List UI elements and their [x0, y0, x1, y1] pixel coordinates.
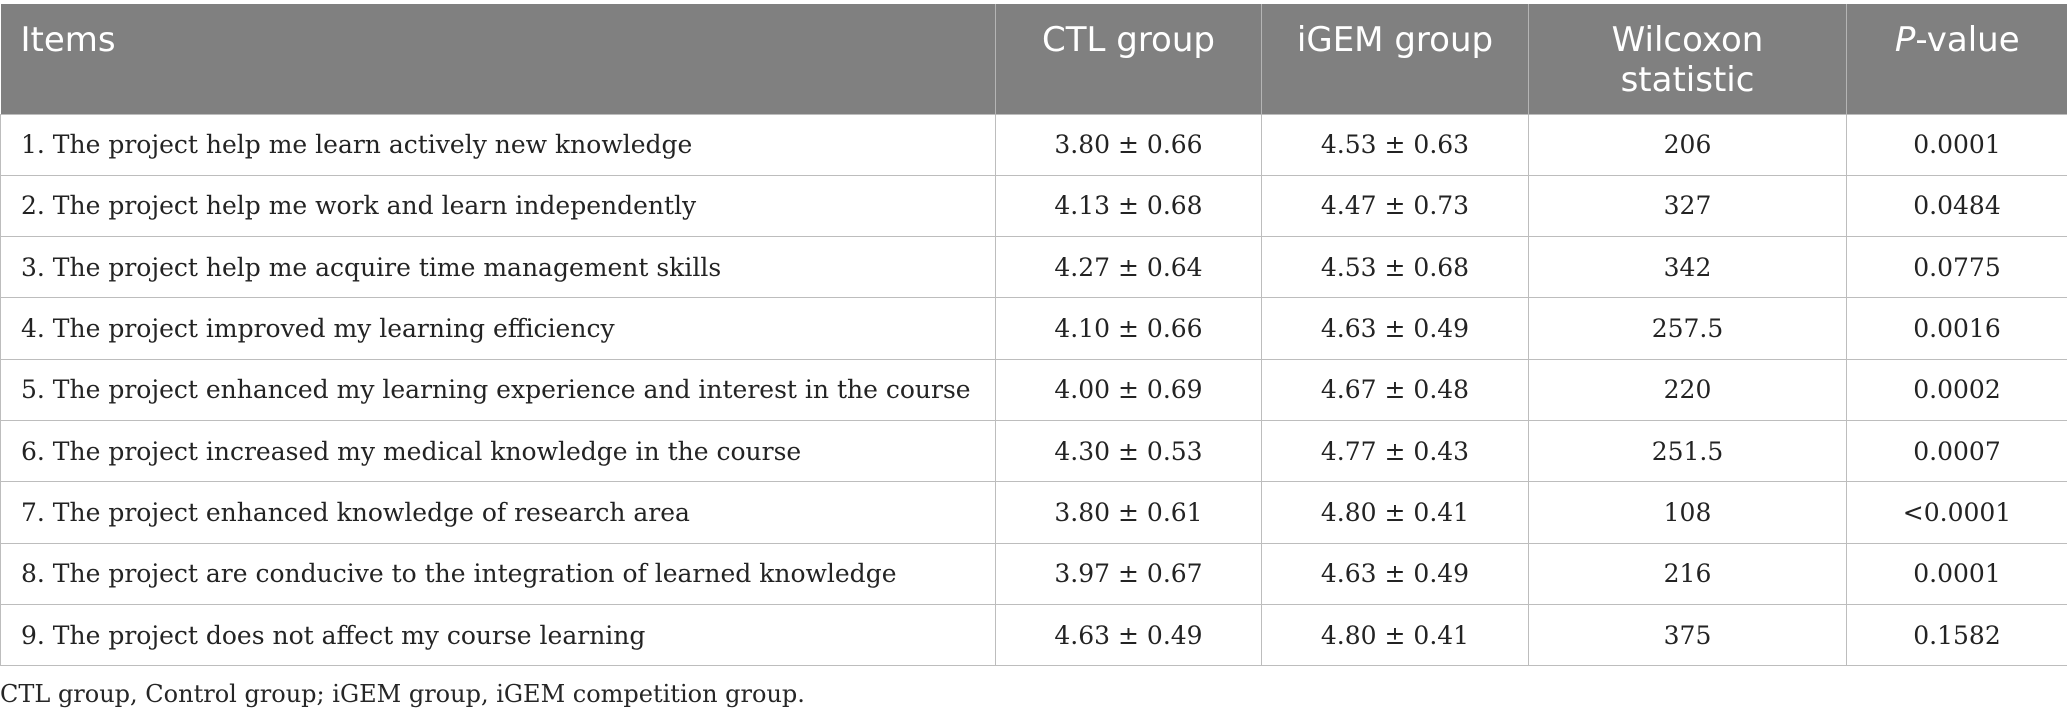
- table-header: Items CTL group iGEM group Wilcoxon stat…: [0, 4, 2067, 114]
- cell-item: 8. The project are conducive to the inte…: [0, 542, 996, 605]
- cell-igem-group: 4.80 ± 0.41: [1261, 603, 1529, 667]
- table-row: 9. The project does not affect my course…: [0, 603, 2067, 667]
- header-p-italic: P: [1894, 20, 1916, 60]
- cell-wilcoxon-statistic: 206: [1528, 113, 1847, 176]
- cell-wilcoxon-statistic: 108: [1528, 481, 1847, 544]
- cell-ctl-group: 3.80 ± 0.66: [995, 113, 1262, 176]
- table-row: 2. The project help me work and learn in…: [0, 174, 2067, 237]
- cell-wilcoxon-statistic: 220: [1528, 358, 1847, 421]
- header-ctl-group: CTL group: [995, 4, 1262, 114]
- header-row: Items CTL group iGEM group Wilcoxon stat…: [0, 4, 2067, 114]
- cell-p-value: 0.0016: [1846, 297, 2067, 360]
- cell-ctl-group: 4.13 ± 0.68: [995, 174, 1262, 237]
- cell-wilcoxon-statistic: 375: [1528, 603, 1847, 667]
- cell-ctl-group: 4.63 ± 0.49: [995, 603, 1262, 667]
- cell-item: 9. The project does not affect my course…: [0, 603, 996, 667]
- cell-item: 4. The project improved my learning effi…: [0, 297, 996, 360]
- cell-p-value: 0.0007: [1846, 419, 2067, 482]
- cell-wilcoxon-statistic: 251.5: [1528, 419, 1847, 482]
- table-body: 1. The project help me learn actively ne…: [0, 113, 2067, 667]
- table-row: 8. The project are conducive to the inte…: [0, 542, 2067, 605]
- table-row: 5. The project enhanced my learning expe…: [0, 358, 2067, 421]
- cell-igem-group: 4.77 ± 0.43: [1261, 419, 1529, 482]
- cell-ctl-group: 4.27 ± 0.64: [995, 236, 1262, 298]
- cell-p-value: 0.0001: [1846, 113, 2067, 176]
- cell-p-value: 0.0484: [1846, 174, 2067, 237]
- table-row: 6. The project increased my medical know…: [0, 419, 2067, 482]
- cell-wilcoxon-statistic: 257.5: [1528, 297, 1847, 360]
- cell-igem-group: 4.53 ± 0.68: [1261, 236, 1529, 298]
- cell-item: 6. The project increased my medical know…: [0, 419, 996, 482]
- header-wilcoxon-statistic: Wilcoxon statistic: [1528, 4, 1847, 114]
- cell-wilcoxon-statistic: 342: [1528, 236, 1847, 298]
- cell-ctl-group: 4.00 ± 0.69: [995, 358, 1262, 421]
- cell-ctl-group: 3.80 ± 0.61: [995, 481, 1262, 544]
- cell-p-value: 0.0775: [1846, 236, 2067, 298]
- header-igem-group: iGEM group: [1261, 4, 1529, 114]
- table-footnote: CTL group, Control group; iGEM group, iG…: [0, 680, 805, 708]
- header-p-value: P-value: [1846, 4, 2067, 114]
- cell-item: 3. The project help me acquire time mana…: [0, 236, 996, 298]
- cell-item: 2. The project help me work and learn in…: [0, 174, 996, 237]
- header-wilcoxon-line1: Wilcoxon: [1611, 20, 1764, 60]
- cell-item: 7. The project enhanced knowledge of res…: [0, 481, 996, 544]
- cell-p-value: 0.1582: [1846, 603, 2067, 667]
- table-row: 3. The project help me acquire time mana…: [0, 236, 2067, 298]
- cell-igem-group: 4.63 ± 0.49: [1261, 542, 1529, 605]
- cell-igem-group: 4.47 ± 0.73: [1261, 174, 1529, 237]
- table-row: 4. The project improved my learning effi…: [0, 297, 2067, 360]
- cell-igem-group: 4.63 ± 0.49: [1261, 297, 1529, 360]
- cell-item: 1. The project help me learn actively ne…: [0, 113, 996, 176]
- table-row: 7. The project enhanced knowledge of res…: [0, 481, 2067, 544]
- header-items: Items: [0, 4, 996, 114]
- cell-ctl-group: 4.30 ± 0.53: [995, 419, 1262, 482]
- cell-ctl-group: 4.10 ± 0.66: [995, 297, 1262, 360]
- cell-p-value: <0.0001: [1846, 481, 2067, 544]
- cell-igem-group: 4.53 ± 0.63: [1261, 113, 1529, 176]
- cell-wilcoxon-statistic: 327: [1528, 174, 1847, 237]
- header-wilcoxon-line2: statistic: [1620, 60, 1755, 100]
- results-table-container: Items CTL group iGEM group Wilcoxon stat…: [0, 4, 2067, 667]
- table-row: 1. The project help me learn actively ne…: [0, 113, 2067, 176]
- cell-igem-group: 4.80 ± 0.41: [1261, 481, 1529, 544]
- cell-item: 5. The project enhanced my learning expe…: [0, 358, 996, 421]
- cell-p-value: 0.0001: [1846, 542, 2067, 605]
- results-table: Items CTL group iGEM group Wilcoxon stat…: [0, 4, 2067, 667]
- cell-p-value: 0.0002: [1846, 358, 2067, 421]
- header-p-rest: -value: [1915, 20, 2020, 60]
- cell-igem-group: 4.67 ± 0.48: [1261, 358, 1529, 421]
- cell-ctl-group: 3.97 ± 0.67: [995, 542, 1262, 605]
- cell-wilcoxon-statistic: 216: [1528, 542, 1847, 605]
